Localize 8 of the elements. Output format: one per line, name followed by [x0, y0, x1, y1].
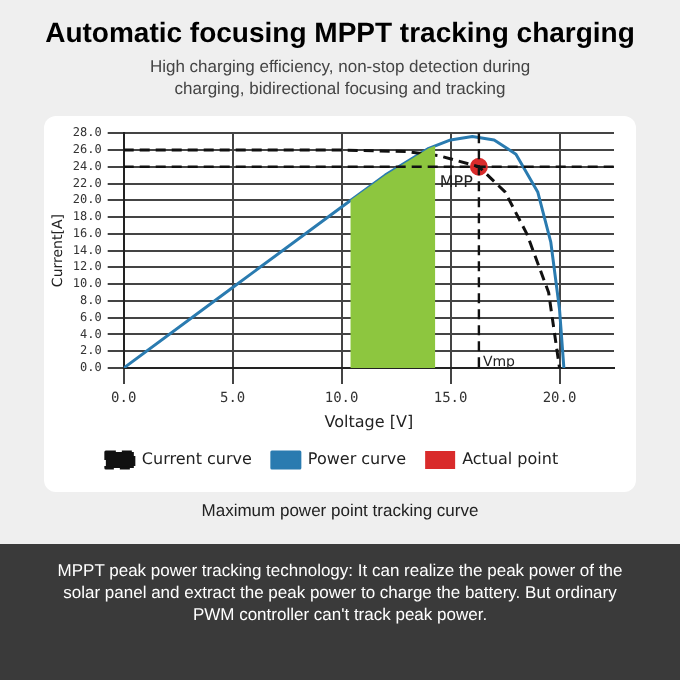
- legend-label: Actual point: [462, 450, 559, 469]
- chart-title: Automatic focusing MPPT tracking charging: [43, 16, 637, 48]
- chart-subtitle: High charging efficiency, non-stop detection during charging, bidirectional focusing and tracking: [147, 56, 533, 100]
- text: MPPT peak power tracking technology: It can realize the peak power of the solar panel and extract the peak power to charge the battery. But ordinary PWM controller can't track peak power.: [55, 558, 625, 628]
- x-axis-title: Voltage [V]: [324, 412, 414, 431]
- legend-label: Power curve: [307, 450, 407, 469]
- text: Maximum power point tracking curve: [199, 500, 481, 520]
- legend-label: Current curve: [141, 450, 253, 469]
